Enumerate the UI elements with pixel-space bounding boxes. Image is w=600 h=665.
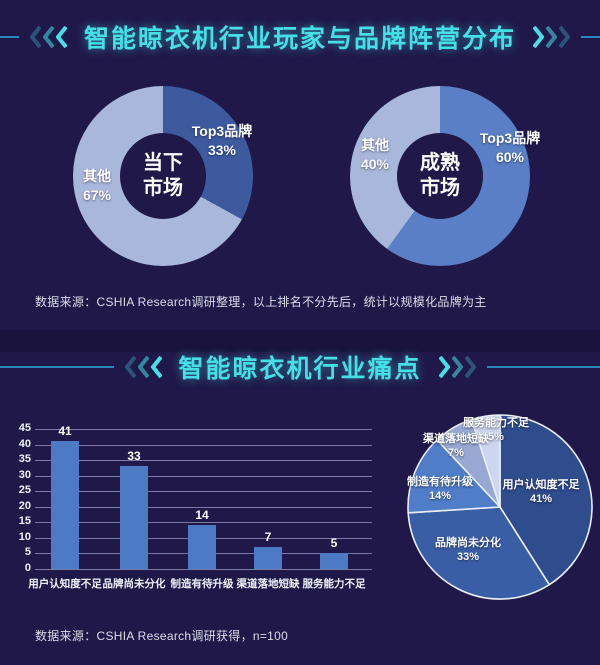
gridline (35, 444, 372, 446)
bar-制造有待升级 (188, 525, 216, 569)
data-source-note-1: 数据来源：CSHIA Research调研整理，以上排名不分先后，统计以规模化品… (35, 295, 487, 309)
header-line-right (486, 366, 600, 368)
bar-品牌尚未分化 (120, 466, 148, 569)
section2-title: 智能晾衣机行业痛点 (178, 355, 422, 383)
y-axis-tick: 45 (18, 422, 31, 434)
bar-服务能力不足 (320, 553, 348, 569)
chevron-left-icon (43, 26, 54, 48)
bar-渠道落地短缺 (254, 547, 282, 569)
chevron-right-icon (451, 356, 463, 378)
section2-header: 智能晾衣机行业痛点 (0, 350, 600, 384)
chevron-left-icon (150, 356, 162, 378)
pie-slice-品牌尚未分化 (407, 506, 551, 600)
gridline (35, 491, 372, 493)
bar-value-label: 7 (264, 530, 272, 545)
donut-slice-label-other: 其他 40% (360, 137, 390, 172)
header-line-left (0, 36, 19, 38)
pie-slice-label: 制造有待升级 14% (407, 476, 473, 503)
donut-center-label: 成熟市场 (420, 152, 460, 199)
chevron-right-icon (546, 26, 558, 48)
pie-slice-服务能力不足 (470, 414, 501, 508)
section1-header: 智能晾衣机行业玩家与品牌阵营分布 (0, 20, 600, 54)
gridline (35, 569, 372, 570)
y-axis-tick: 40 (18, 437, 31, 450)
donut-center-label: 当下市场 (143, 152, 183, 199)
x-axis-category-label: 制造有待升级 (170, 578, 234, 590)
chevrons-right-icon (532, 26, 571, 48)
chevron-left-icon (137, 356, 149, 378)
chevron-left-icon (30, 26, 41, 48)
x-axis-category-label: 服务能力不足 (302, 578, 366, 590)
pie-slice-label: 渠道落地短缺 7% (423, 433, 489, 460)
section1-title: 智能晾衣机行业玩家与品牌阵营分布 (84, 25, 517, 53)
donut-chart-current-market: 当下市场 (73, 86, 253, 266)
section-divider (0, 330, 600, 352)
chevron-right-icon (438, 356, 450, 378)
y-axis-tick: 5 (24, 546, 31, 559)
chevron-right-icon (464, 356, 476, 378)
donut-chart-mature-market: 成熟市场 (350, 86, 530, 266)
gridline (35, 506, 372, 508)
bar-value-label: 33 (127, 449, 141, 464)
gridline (35, 429, 372, 430)
bar-value-label: 5 (330, 536, 338, 551)
pie-slice-label: 服务能力不足 5% (463, 417, 529, 444)
header-line-right (581, 36, 600, 38)
x-axis-category-label: 用户认知度不足 (28, 578, 102, 590)
y-axis-tick: 30 (18, 468, 31, 481)
donut-slice-label-other: 其他 67% (82, 168, 112, 203)
donut-hole: 成熟市场 (397, 133, 483, 219)
y-axis-tick: 35 (18, 453, 31, 466)
chevron-left-icon (124, 356, 136, 378)
donut-slice-label-top3: Top3品牌 60% (479, 130, 541, 165)
x-axis-category-label: 渠道落地短缺 (236, 578, 300, 590)
chevron-right-icon (533, 26, 545, 48)
chevrons-left-icon (29, 26, 68, 48)
donut-slice-label-top3: Top3品牌 33% (191, 123, 253, 158)
gridline (35, 522, 372, 524)
chevron-right-icon (559, 26, 571, 48)
y-axis-tick: 10 (18, 530, 31, 543)
chevron-left-icon (56, 26, 67, 48)
bar-chart-pain-points: 0 5 10 15 20 25 30 35 40 45 41 用户认知度不足 33 品牌尚未分化 14 制造有… (19, 422, 372, 590)
bar-value-label: 14 (195, 508, 209, 523)
y-axis-tick: 20 (18, 499, 31, 512)
y-axis-tick: 0 (24, 562, 31, 574)
header-line-left (0, 366, 114, 368)
pie-slice-制造有待升级 (407, 439, 501, 514)
data-source-note-2: 数据来源：CSHIA Research调研获得，n=100 (35, 629, 289, 643)
gridline (35, 460, 372, 462)
y-axis-tick: 15 (18, 515, 31, 528)
pie-slice-label: 用户认知度不足 41% (502, 479, 580, 506)
chevrons-right-icon (438, 356, 477, 378)
bar-用户认知度不足 (51, 441, 79, 569)
donut-hole: 当下市场 (120, 133, 206, 219)
chevrons-left-icon (124, 356, 163, 378)
x-axis-category-label: 品牌尚未分化 (102, 578, 166, 590)
bar-value-label: 41 (58, 424, 72, 439)
gridline (35, 475, 372, 477)
pie-chart-pain-points (407, 414, 593, 600)
pie-slice-label: 品牌尚未分化 33% (435, 537, 501, 564)
y-axis-tick: 25 (18, 484, 31, 497)
